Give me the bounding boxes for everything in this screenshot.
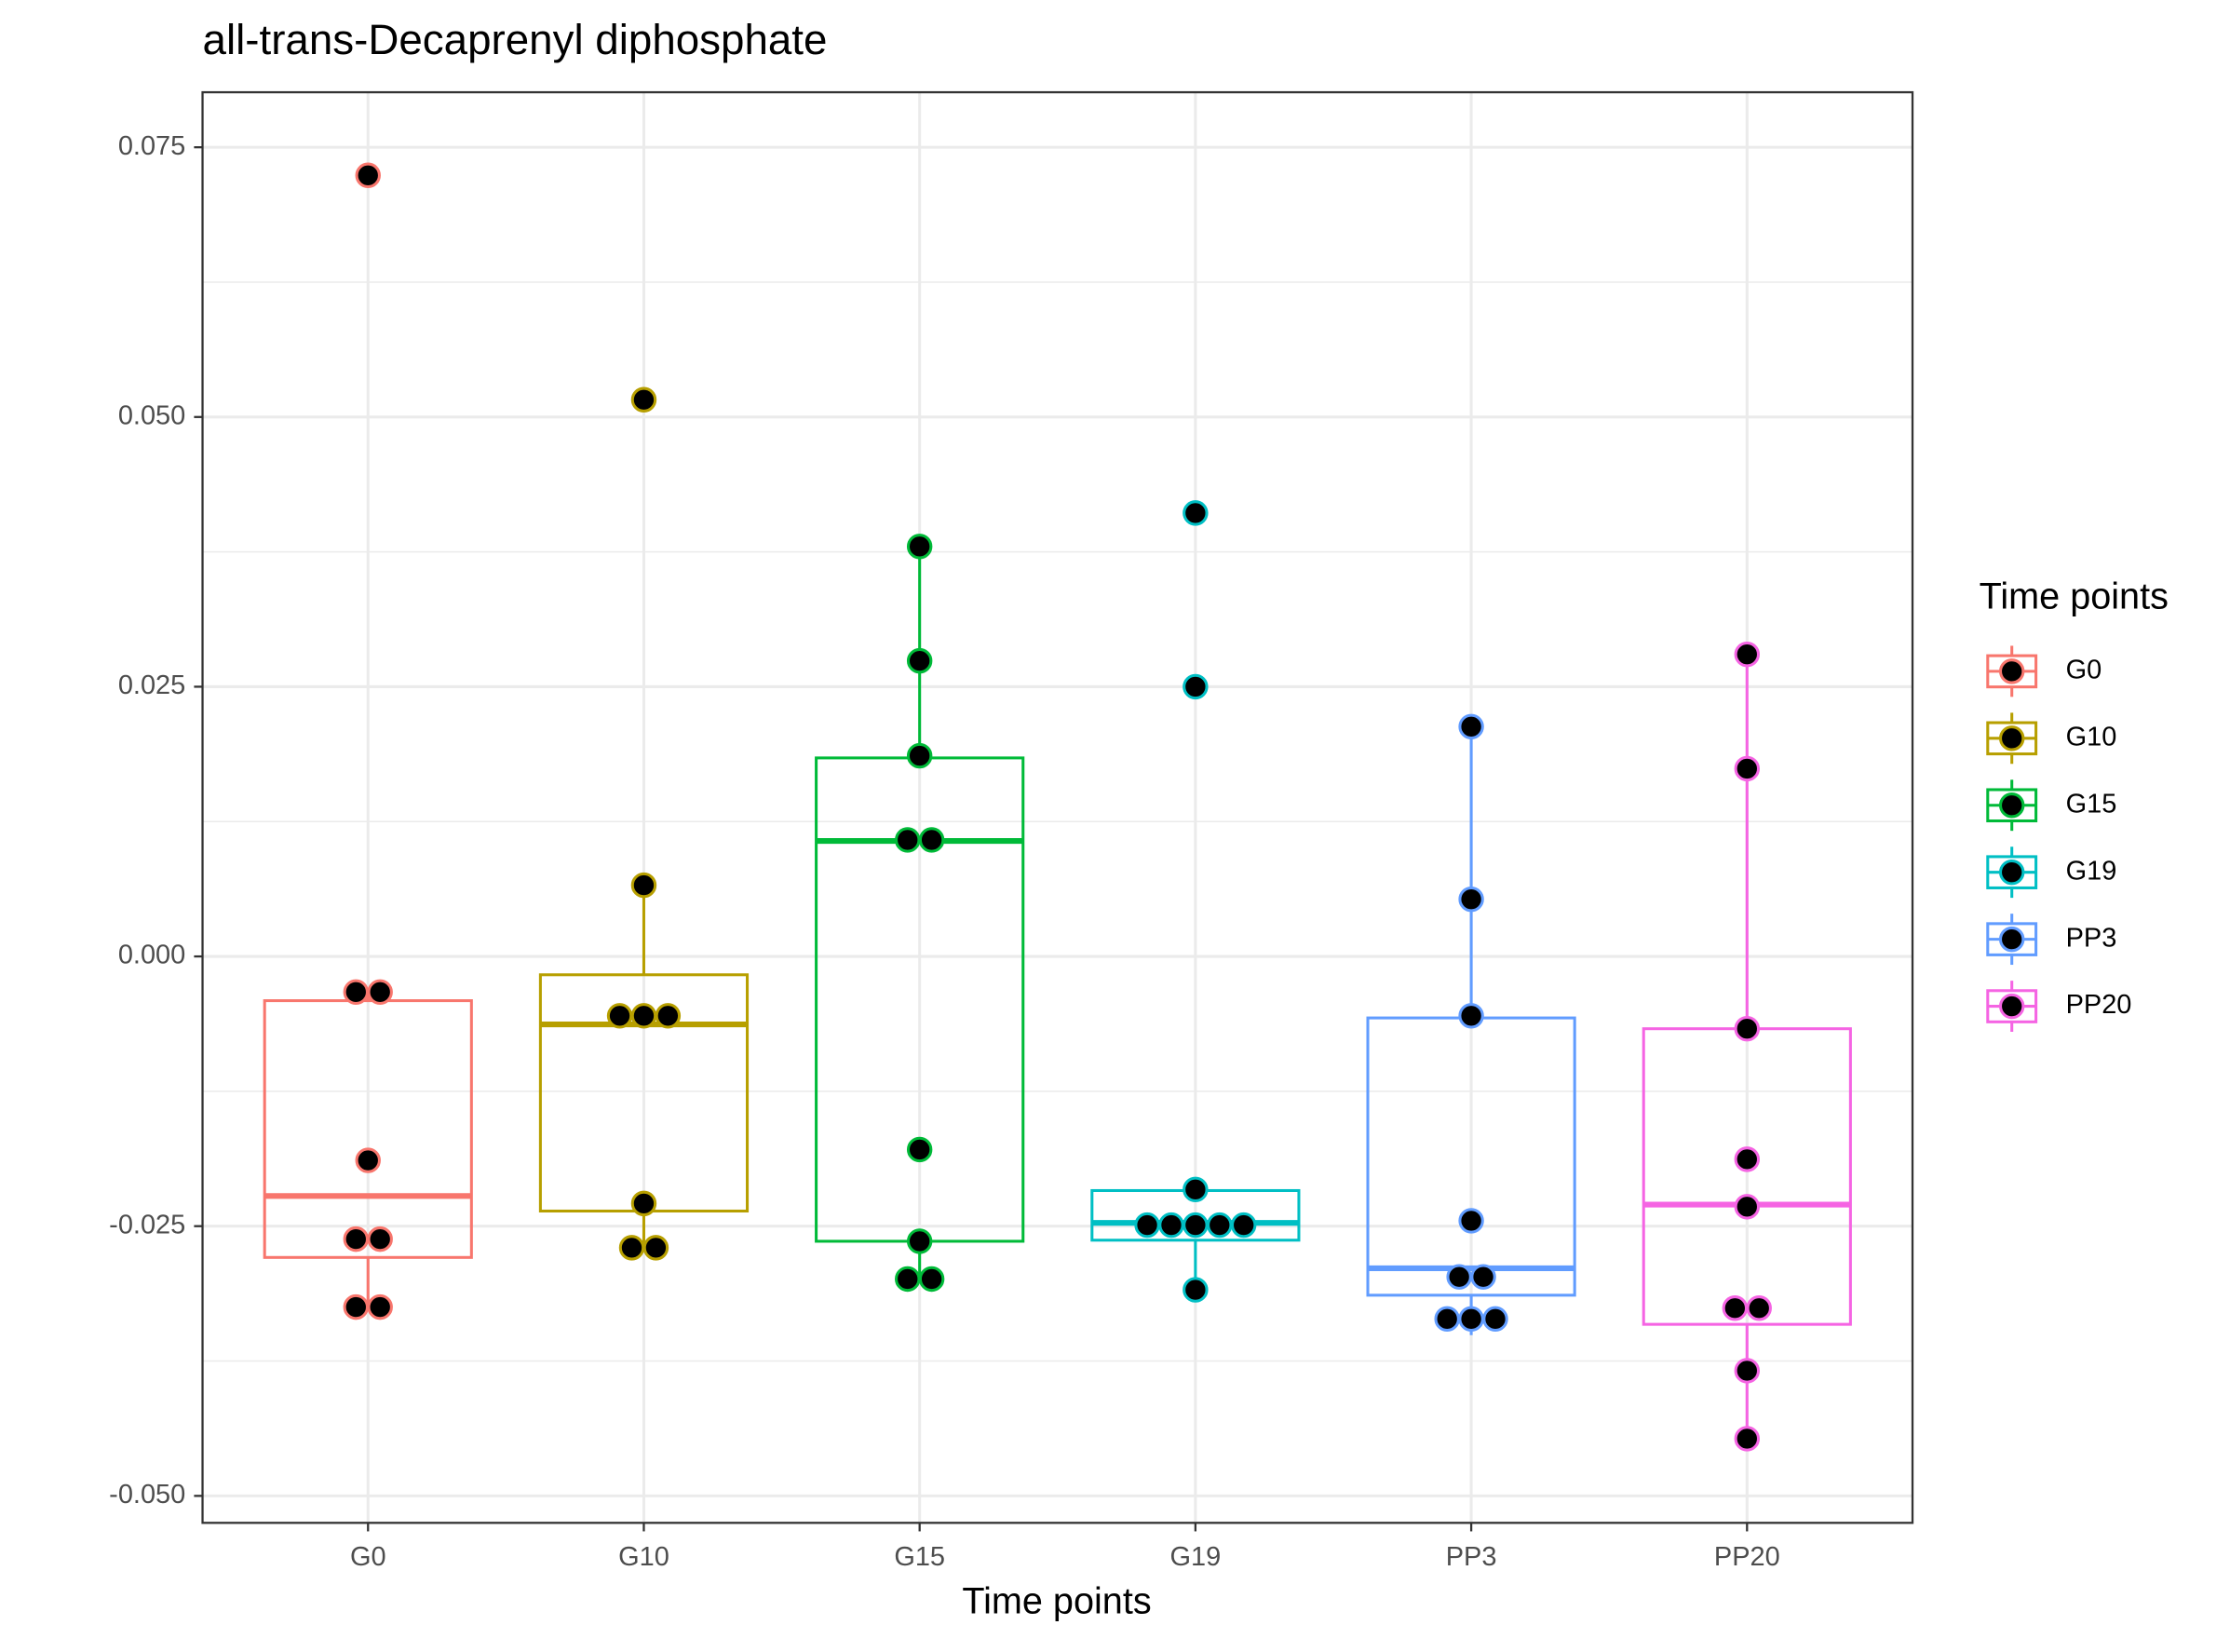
legend-title: Time points [1980,576,2169,617]
y-tick-label: -0.025 [109,1210,185,1239]
point [906,742,933,769]
x-tick-label: G19 [1170,1542,1222,1572]
point [1746,1295,1772,1321]
legend-label: PP20 [2066,990,2132,1020]
legend-label: G19 [2066,856,2117,886]
legend-label: G15 [2066,789,2117,819]
y-tick-label: 0.025 [118,670,185,700]
point [1183,1212,1209,1239]
x-tick-label: G15 [894,1542,945,1572]
point [1458,1208,1484,1234]
point [1734,1146,1761,1172]
legend-point [1998,792,2025,819]
point [1734,1015,1761,1042]
point [1734,1358,1761,1384]
point [895,827,921,853]
x-tick-label: G10 [618,1542,669,1572]
point [630,386,657,413]
point [906,1136,933,1163]
point [906,534,933,560]
point [1134,1212,1160,1239]
legend-point [1998,926,2025,953]
point [1458,1003,1484,1029]
point [1230,1212,1257,1239]
legend-label: G10 [2066,722,2117,752]
point [1183,500,1209,526]
point [918,1266,945,1293]
point [1458,1306,1484,1333]
point [1183,1176,1209,1203]
y-tick-label: 0.050 [118,400,185,430]
point [355,1147,381,1173]
point [895,1266,921,1293]
point [1470,1264,1496,1290]
legend-label: PP3 [2066,923,2117,953]
point [1734,641,1761,668]
x-tick-label: PP20 [1714,1542,1780,1572]
point [906,647,933,674]
legend-point [1998,859,2025,886]
point [1722,1295,1749,1321]
point [1458,886,1484,913]
point [1183,1277,1209,1303]
point [642,1235,669,1261]
point [906,1228,933,1254]
point [1734,1426,1761,1452]
x-axis-label: Time points [962,1581,1151,1622]
point [367,979,393,1006]
point [1446,1264,1472,1290]
point [367,1293,393,1320]
x-tick-label: PP3 [1446,1542,1497,1572]
point [1482,1306,1508,1333]
y-tick-label: -0.050 [109,1480,185,1510]
point [655,1003,682,1029]
y-tick-label: 0.075 [118,131,185,161]
x-tick-label: G0 [350,1542,386,1572]
point [918,827,945,853]
point [343,1225,370,1253]
point [606,1003,633,1029]
point [1207,1212,1233,1239]
point [355,162,381,188]
legend-point [1998,993,2025,1020]
point [630,1190,657,1217]
point [630,1003,657,1029]
point [343,979,370,1006]
box [263,999,473,1259]
y-tick-label: 0.000 [118,941,185,970]
legend-label: G0 [2066,656,2102,685]
point [367,1225,393,1253]
point [1458,713,1484,740]
point [1734,755,1761,782]
legend-point [1998,725,2025,752]
point [1734,1194,1761,1220]
point [343,1293,370,1320]
point [630,872,657,899]
point [618,1235,645,1261]
point [1158,1212,1184,1239]
panel-border [201,90,1914,1524]
legend-point [1998,658,2025,684]
point [1183,673,1209,700]
point [1434,1306,1460,1333]
chart-title: all-trans-Decaprenyl diphosphate [203,16,828,63]
